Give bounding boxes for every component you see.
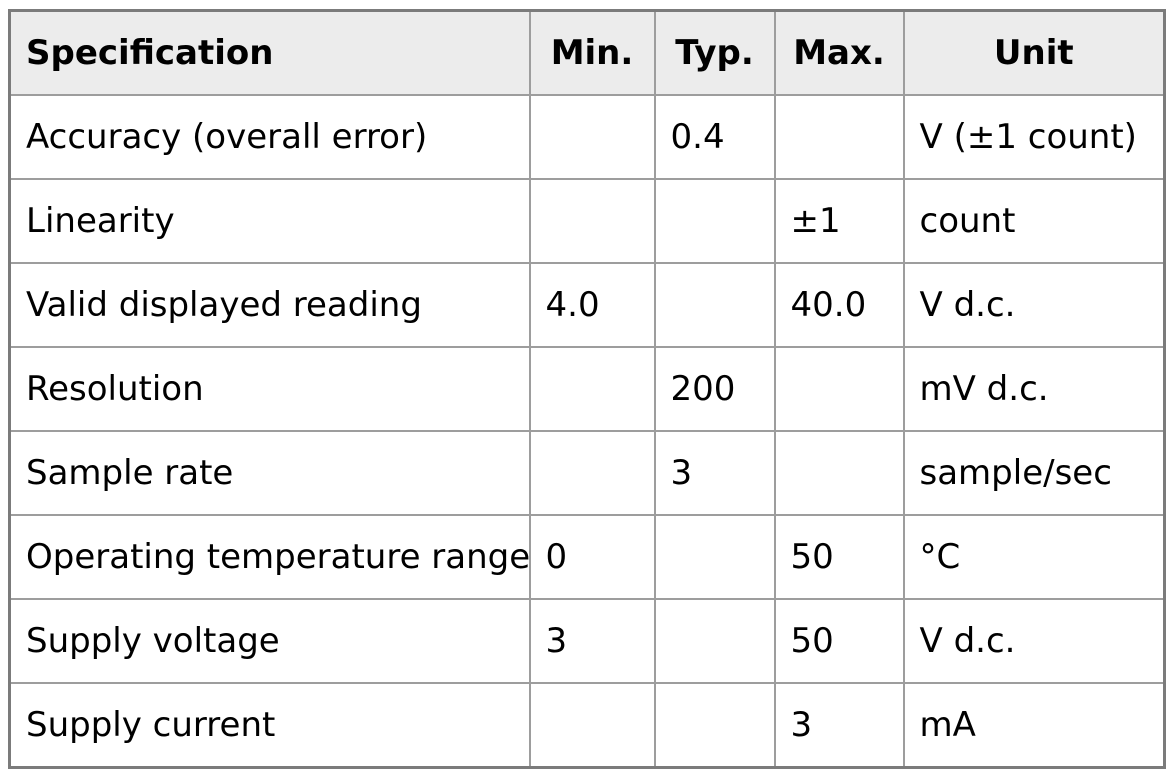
cell-max (773, 430, 905, 516)
cell-typ (653, 682, 776, 769)
cell-min: 3 (528, 598, 656, 684)
cell-min (528, 346, 656, 432)
table-row: Supply voltage 3 50 V d.c. (8, 598, 1166, 684)
cell-spec: Operating temperature range (8, 514, 531, 600)
table-row: Operating temperature range 0 50 °C (8, 514, 1166, 600)
cell-spec: Valid displayed reading (8, 262, 531, 348)
cell-typ (653, 598, 776, 684)
cell-unit: sample/sec (902, 430, 1166, 516)
cell-unit: V d.c. (902, 598, 1166, 684)
column-header-specification: Specification (8, 9, 531, 96)
table-row: Resolution 200 mV d.c. (8, 346, 1166, 432)
cell-typ: 200 (653, 346, 776, 432)
cell-unit: V d.c. (902, 262, 1166, 348)
cell-min (528, 178, 656, 264)
cell-unit: mA (902, 682, 1166, 769)
cell-typ (653, 514, 776, 600)
cell-min (528, 94, 656, 180)
cell-min: 4.0 (528, 262, 656, 348)
cell-typ (653, 178, 776, 264)
column-header-min: Min. (528, 9, 656, 96)
table-header: Specification Min. Typ. Max. Unit (8, 9, 1166, 96)
column-header-max: Max. (773, 9, 905, 96)
cell-unit: count (902, 178, 1166, 264)
cell-min: 0 (528, 514, 656, 600)
cell-spec: Accuracy (overall error) (8, 94, 531, 180)
cell-max: 40.0 (773, 262, 905, 348)
cell-max: ±1 (773, 178, 905, 264)
column-header-unit: Unit (902, 9, 1166, 96)
cell-unit: V (±1 count) (902, 94, 1166, 180)
cell-spec: Resolution (8, 346, 531, 432)
spec-table-body: Accuracy (overall error) 0.4 V (±1 count) L… (8, 94, 1166, 769)
cell-spec: Supply voltage (8, 598, 531, 684)
cell-max: 3 (773, 682, 905, 769)
cell-spec: Sample rate (8, 430, 531, 516)
header-row: Specification Min. Typ. Max. Unit (8, 9, 1166, 96)
cell-typ: 0.4 (653, 94, 776, 180)
cell-max: 50 (773, 598, 905, 684)
cell-typ: 3 (653, 430, 776, 516)
specification-table: Specification Min. Typ. Max. Unit Accura… (8, 9, 1166, 769)
cell-unit: °C (902, 514, 1166, 600)
cell-unit: mV d.c. (902, 346, 1166, 432)
table-row: Supply current 3 mA (8, 682, 1166, 769)
table-row: Valid displayed reading 4.0 40.0 V d.c. (8, 262, 1166, 348)
column-header-typ: Typ. (653, 9, 776, 96)
cell-typ (653, 262, 776, 348)
cell-max (773, 346, 905, 432)
cell-spec: Supply current (8, 682, 531, 769)
cell-max (773, 94, 905, 180)
cell-min (528, 682, 656, 769)
table-row: Accuracy (overall error) 0.4 V (±1 count) (8, 94, 1166, 180)
table-row: Sample rate 3 sample/sec (8, 430, 1166, 516)
cell-min (528, 430, 656, 516)
cell-spec: Linearity (8, 178, 531, 264)
cell-max: 50 (773, 514, 905, 600)
table-row: Linearity ±1 count (8, 178, 1166, 264)
